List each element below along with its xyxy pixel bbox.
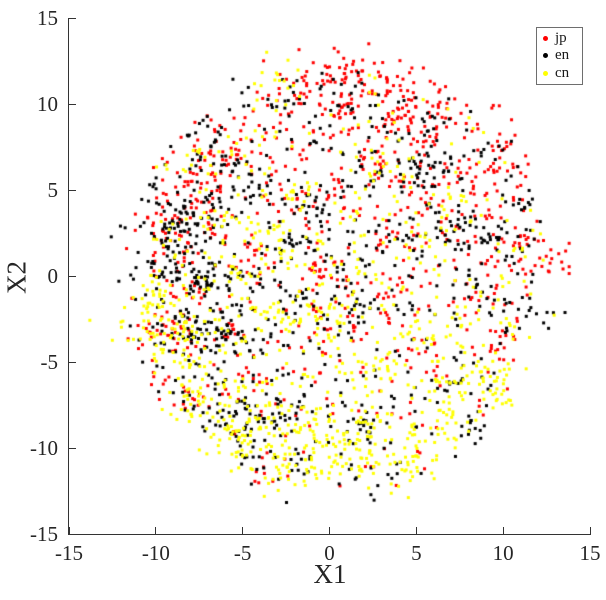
legend: jp en cn [536,27,583,85]
legend-label: cn [555,64,570,81]
legend-entry-en: en [543,48,582,64]
y-axis-line [68,18,69,535]
y-tick-mark [69,275,76,277]
legend-label: en [555,47,570,64]
y-tick-mark [69,361,76,363]
y-tick-label: -5 [40,350,59,374]
legend-marker-en [543,53,548,59]
y-tick-mark [69,103,76,105]
x-tick-mark [589,527,591,534]
x-tick-label: -5 [233,541,252,565]
y-tick-mark [69,533,76,535]
legend-entry-jp: jp [543,31,582,47]
x-axis-line [68,534,591,535]
y-tick-label: -10 [30,436,58,460]
scatter-plot-area [69,18,590,534]
y-tick-label: 15 [37,6,58,30]
x-tick-label: 0 [324,541,335,565]
legend-marker-jp [543,36,548,42]
y-tick-label: 0 [47,264,59,288]
y-tick-label: 5 [47,178,59,202]
y-tick-mark [69,17,76,19]
x-tick-label: 5 [411,541,422,565]
y-tick-mark [69,189,76,191]
x-tick-label: -10 [141,541,170,565]
x-tick-label: 15 [579,541,601,565]
x-tick-mark [68,527,70,534]
y-tick-label: -15 [30,522,58,546]
y-tick-label: 10 [37,92,58,116]
legend-marker-cn [543,70,548,76]
x-tick-mark [329,527,330,534]
x-tick-mark [415,527,417,534]
x-tick-mark [502,527,504,534]
y-tick-mark [69,447,76,449]
legend-label: jp [555,30,567,47]
x-axis-title: X1 [313,559,347,589]
x-tick-label: 10 [492,541,514,565]
x-tick-label: -15 [55,541,83,565]
legend-entry-cn: cn [543,65,582,81]
x-tick-mark [242,527,244,534]
x-tick-mark [155,527,157,534]
